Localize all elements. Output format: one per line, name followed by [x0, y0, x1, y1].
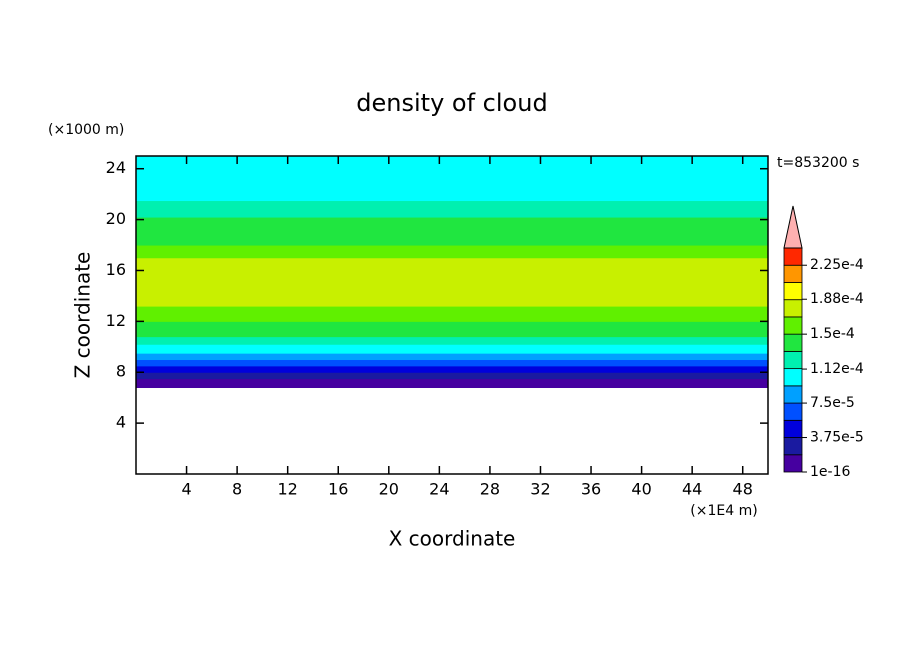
y-tick-label: 24 [106, 158, 126, 177]
contour-band [136, 336, 768, 345]
contour-band [136, 257, 768, 307]
x-tick-label: 44 [682, 480, 702, 499]
colorbar-over [783, 205, 803, 249]
colorbar-box [783, 419, 803, 438]
contour-band [136, 306, 768, 322]
contour-band [136, 217, 768, 246]
plot-frame [135, 155, 769, 475]
colorbar-box [783, 437, 803, 456]
colorbar-box [783, 454, 803, 473]
colorbar-box [783, 316, 803, 335]
x-tick-label: 4 [181, 480, 191, 499]
colorbar-box [783, 402, 803, 421]
x-tick-label: 24 [429, 480, 449, 499]
colorbar-label: 2.25e-4 [810, 257, 864, 273]
colorbar-label: 7.5e-5 [810, 395, 855, 411]
y-tick-label: 4 [116, 413, 126, 432]
field [136, 156, 768, 389]
y-axis-label: Z coordinate [71, 252, 95, 379]
chart-title: density of cloud [356, 89, 547, 117]
contour-band [136, 321, 768, 338]
colorbar-box [783, 282, 803, 301]
colorbar-label: 1.5e-4 [810, 326, 855, 342]
contour-band [136, 353, 768, 361]
x-unit: (×1E4 m) [690, 503, 757, 519]
x-tick-label: 36 [581, 480, 601, 499]
contour-band [136, 344, 768, 354]
colorbar-box [783, 247, 803, 266]
colorbar-label: 1e-16 [810, 464, 850, 480]
contour-band [136, 245, 768, 259]
contour-band [136, 156, 768, 202]
x-tick-label: 48 [733, 480, 753, 499]
contour-band [136, 359, 768, 367]
colorbar-label: 1.88e-4 [810, 291, 864, 307]
x-tick-label: 8 [232, 480, 242, 499]
y-tick-label: 12 [106, 311, 126, 330]
colorbar-box [783, 368, 803, 387]
colorbar-label: 3.75e-5 [810, 430, 864, 446]
y-tick-label: 8 [116, 362, 126, 381]
x-tick-label: 16 [328, 480, 348, 499]
x-tick-label: 28 [480, 480, 500, 499]
colorbar-box [783, 385, 803, 404]
contour-band [136, 365, 768, 373]
x-tick-label: 40 [631, 480, 651, 499]
colorbar-box [783, 299, 803, 318]
y-unit: (×1000 m) [48, 122, 124, 138]
y-tick-label: 16 [106, 260, 126, 279]
contour-band [136, 200, 768, 218]
colorbar-box [783, 350, 803, 370]
colorbar-label: 1.12e-4 [810, 361, 864, 377]
colorbar-box [783, 264, 803, 283]
x-tick-label: 20 [379, 480, 399, 499]
y-tick-label: 20 [106, 209, 126, 228]
colorbar-box [783, 333, 803, 352]
x-tick-label: 12 [278, 480, 298, 499]
annotation: t=853200 s [777, 155, 859, 171]
x-tick-label: 32 [530, 480, 550, 499]
x-axis-label: X coordinate [389, 527, 516, 551]
contour-band [136, 372, 768, 380]
contour-band [136, 378, 768, 389]
